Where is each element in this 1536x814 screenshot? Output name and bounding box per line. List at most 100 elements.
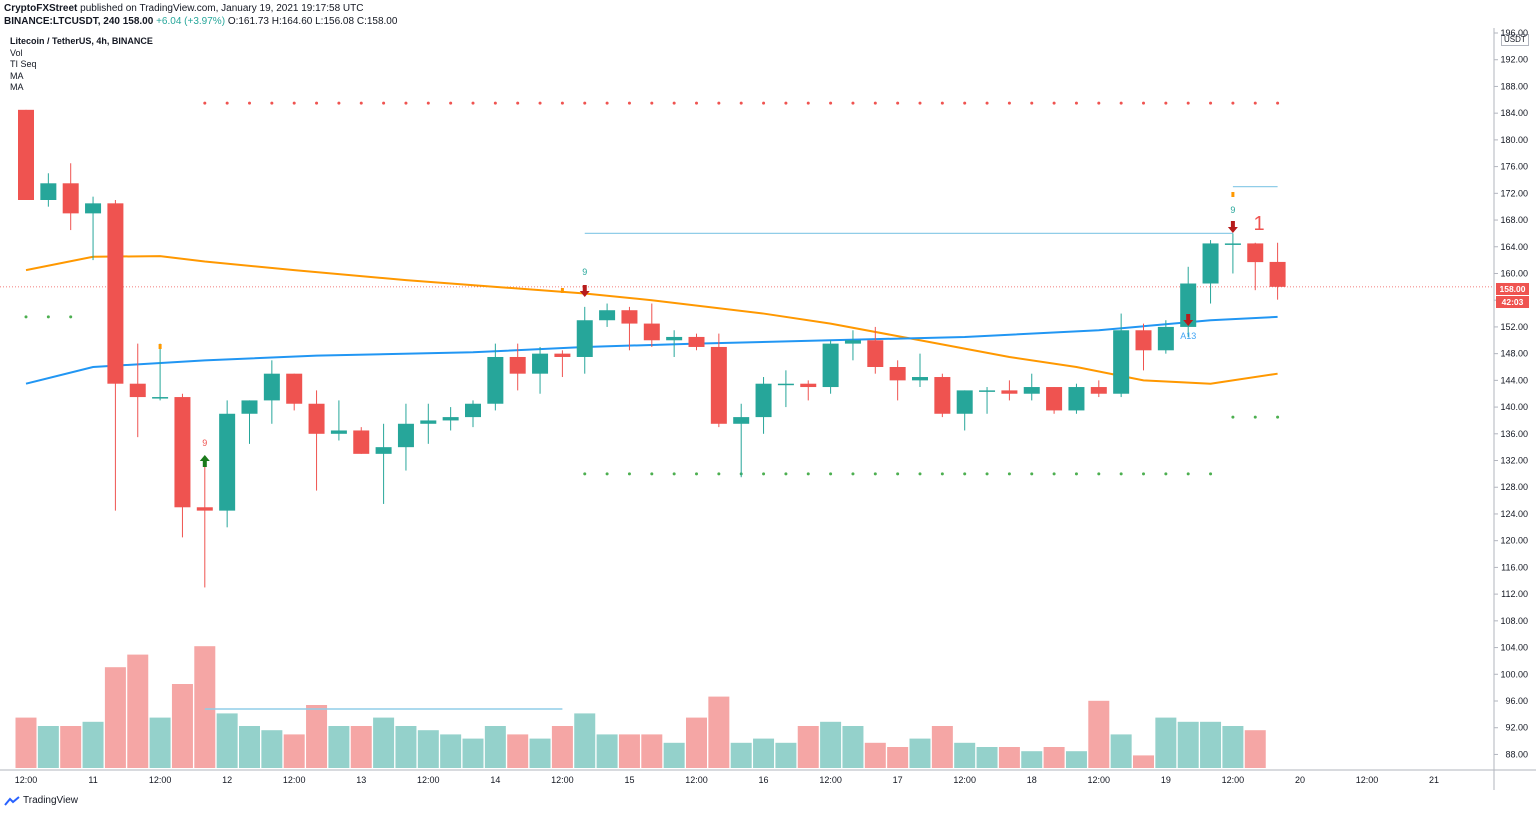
time-tick-label: 16 — [759, 775, 769, 785]
legend-vol[interactable]: Vol — [10, 47, 23, 58]
price-tick-label: 136.00 — [1500, 429, 1528, 439]
price-tick-label: 184.00 — [1500, 108, 1528, 118]
resistance-dot — [1164, 101, 1168, 105]
level-lines — [0, 101, 1494, 476]
candle-body — [263, 373, 280, 401]
price-tick-label: 172.00 — [1500, 188, 1528, 198]
volume-bar — [820, 721, 842, 768]
volume-bar — [1177, 721, 1199, 768]
volume-bar — [1110, 734, 1132, 768]
support-dot — [46, 315, 50, 319]
volume-bar — [1021, 751, 1043, 768]
support-dot — [873, 472, 877, 476]
resistance-dot — [918, 101, 922, 105]
resistance-dot — [315, 101, 319, 105]
candle-body — [1135, 330, 1152, 351]
volume-bar — [931, 726, 953, 768]
candle-body — [40, 183, 57, 200]
time-tick-label: 15 — [624, 775, 634, 785]
resistance-dot — [1007, 101, 1011, 105]
support-dot — [1276, 415, 1280, 419]
support-dot — [1164, 472, 1168, 476]
time-tick-label: 12:00 — [283, 775, 306, 785]
buy-arrow-icon — [199, 455, 210, 467]
volume-bar — [641, 734, 663, 768]
resistance-dot — [382, 101, 386, 105]
volume-bar — [909, 738, 931, 768]
support-dot — [1030, 472, 1034, 476]
price-tick-label: 120.00 — [1500, 536, 1528, 546]
candle-body — [308, 403, 325, 434]
support-dot — [918, 472, 922, 476]
support-dot — [717, 472, 721, 476]
support-dot — [762, 472, 766, 476]
legend-ma-1[interactable]: MA — [10, 70, 24, 81]
price-tick-label: 196.00 — [1500, 28, 1528, 38]
resistance-dot — [1142, 101, 1145, 105]
resistance-dot — [940, 101, 944, 105]
volume-bar — [171, 684, 193, 768]
ma-fast-line — [25, 255, 1278, 385]
resistance-dot — [806, 101, 810, 105]
time-tick-label: 12:00 — [149, 775, 172, 785]
support-dot — [1097, 472, 1101, 476]
candle-body — [889, 367, 906, 381]
candle-body — [934, 377, 951, 414]
high-label: H:164.60 — [271, 16, 313, 27]
support-dot — [69, 315, 73, 319]
volume-bar — [37, 726, 59, 768]
sell-arrow-icon — [579, 285, 590, 297]
candle-body — [241, 400, 258, 414]
candle-body — [487, 356, 504, 404]
candle-body — [1247, 243, 1264, 263]
tradingview-brand[interactable]: TradingView — [4, 795, 78, 806]
legend-ma-2[interactable]: MA — [10, 82, 24, 92]
support-dot — [1209, 472, 1213, 476]
sequential-markers: 9 9 9 A13 1 — [158, 192, 1265, 467]
candle-body — [420, 420, 437, 424]
price-tick-label: 140.00 — [1500, 402, 1528, 412]
candle-body — [85, 203, 102, 214]
volume-bar — [842, 726, 864, 768]
volume-bar — [730, 742, 752, 768]
legend-tiseq[interactable]: TI Seq — [10, 59, 37, 69]
indicator-legend: Litecoin / TetherUS, 4h, BINANCE Vol TI … — [10, 36, 153, 94]
resistance-dot — [292, 101, 296, 105]
volume-bar — [954, 742, 976, 768]
support-dot — [963, 472, 967, 476]
volume-bar — [440, 734, 462, 768]
volume-bar — [395, 726, 417, 768]
resistance-dot — [1119, 101, 1123, 105]
candle-body — [62, 183, 79, 214]
resistance-dot — [471, 101, 475, 105]
resistance-dot — [337, 101, 341, 105]
volume-bar — [887, 747, 909, 768]
volume-bar — [753, 738, 775, 768]
volume-bar — [60, 726, 82, 768]
time-tick-label: 12:00 — [417, 775, 440, 785]
candle-body — [465, 403, 481, 418]
volume-bar — [1200, 721, 1222, 768]
price-tick-label: 128.00 — [1500, 482, 1528, 492]
candle-body — [353, 430, 370, 454]
resistance-dot — [829, 101, 833, 105]
volume-bar — [127, 654, 149, 768]
volume-bar — [708, 696, 730, 768]
price-tick-label: 160.00 — [1500, 268, 1528, 278]
resistance-dot — [493, 101, 497, 105]
support-dot — [650, 472, 654, 476]
candle-body — [129, 383, 146, 398]
resistance-dot — [404, 101, 408, 105]
price-tick-label: 108.00 — [1500, 616, 1528, 626]
support-dot — [672, 472, 676, 476]
resistance-dot — [873, 101, 877, 105]
price-tick-label: 188.00 — [1500, 81, 1528, 91]
resistance-dot — [963, 101, 967, 105]
candle-body — [1269, 261, 1286, 287]
price-tick-label: 168.00 — [1500, 215, 1528, 225]
volume-bar — [1244, 730, 1266, 768]
last-price-tag: 158.00 — [1496, 283, 1529, 295]
seq-count-label: 9 — [202, 438, 207, 448]
volume-bar — [462, 738, 484, 768]
